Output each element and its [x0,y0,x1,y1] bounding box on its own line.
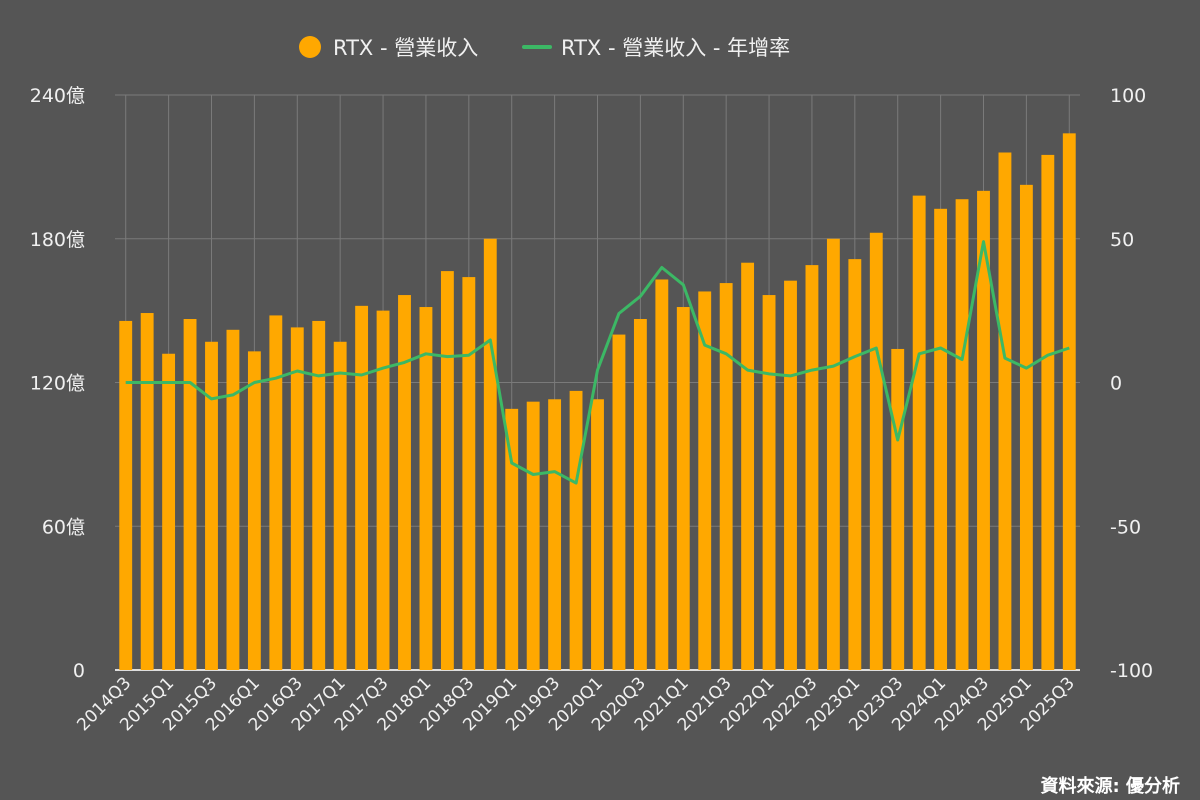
revenue-bar [205,341,218,670]
revenue-bar [848,259,862,670]
legend-line-label: RTX - 營業收入 - 年增率 [561,36,790,60]
revenue-bar [955,199,969,670]
right-tick-label: 100 [1110,85,1146,107]
revenue-bar [376,310,390,670]
right-tick-label: -50 [1110,516,1141,538]
revenue-bar [676,307,690,670]
revenue-bar [977,190,990,671]
left-tick-label: 240億 [30,85,85,107]
revenue-bar [762,295,776,670]
revenue-bar [998,152,1012,670]
revenue-bar [140,313,154,670]
revenue-bar [505,408,519,670]
left-axis-ticks: 0 60億 120億 180億 240億 [30,85,85,682]
revenue-bar [698,291,712,670]
right-tick-label: -100 [1110,660,1153,682]
legend-line-marker [522,45,552,49]
revenue-bar [419,307,433,670]
growth-line [125,240,1070,485]
revenue-bar [633,319,647,670]
revenue-bar [869,232,883,670]
revenue-bar [591,399,604,670]
revenue-bar [934,208,948,671]
legend-bar-label: RTX - 營業收入 [333,36,478,60]
revenue-bar [784,280,797,670]
revenue-bar [719,283,733,670]
left-tick-label: 0 [73,660,85,682]
legend: RTX - 營業收入 RTX - 營業收入 - 年增率 [299,36,790,60]
left-tick-label: 60億 [42,516,85,538]
revenue-bar [805,265,819,670]
revenue-bar [548,399,562,670]
revenue-bar [569,390,583,670]
revenue-bar [247,351,261,670]
revenue-bar [462,277,476,670]
revenue-bar [355,305,369,670]
revenue-bar [612,334,626,670]
revenue-bar [183,319,197,670]
revenue-bar [119,320,133,670]
revenue-bar [483,238,497,670]
revenue-bars [119,133,1076,671]
revenue-bar [655,279,669,670]
revenue-bar [162,353,176,670]
legend-bar-marker [299,36,321,58]
left-tick-label: 180億 [30,229,85,251]
revenue-bar [1041,154,1055,671]
right-tick-label: 50 [1110,229,1134,251]
revenue-bar [912,195,926,670]
revenue-bar [1019,184,1033,670]
left-tick-label: 120億 [30,373,85,395]
revenue-bar [826,238,840,670]
revenue-bar [891,348,905,670]
revenue-bar [526,401,540,670]
source-note: 資料來源: 優分析 [1041,775,1180,797]
right-axis-ticks: -100 -50 0 50 100 [1110,85,1153,682]
right-tick-label: 0 [1110,373,1122,395]
revenue-bar [741,262,755,670]
revenue-bar [440,271,454,670]
x-axis-ticks: 2014Q32015Q12015Q32016Q12016Q32017Q12017… [73,673,1078,735]
revenue-bar [290,327,304,670]
revenue-bar [398,295,411,670]
revenue-bar [226,329,240,670]
revenue-bar [333,341,347,670]
revenue-bar [1062,133,1076,671]
revenue-bar [312,320,326,670]
revenue-bar [269,315,283,670]
